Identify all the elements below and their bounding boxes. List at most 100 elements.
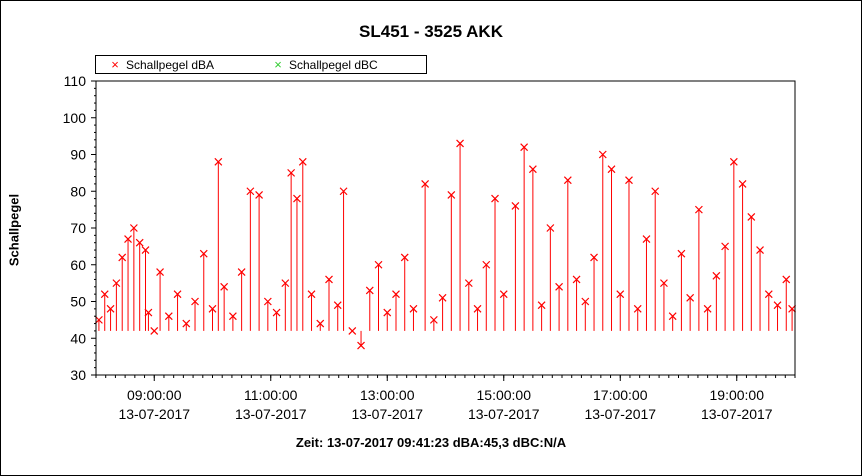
- data-point: [473, 304, 482, 313]
- x-tick-label-time: 15:00:00: [477, 387, 532, 403]
- data-point: [293, 194, 301, 203]
- data-point: [135, 238, 144, 247]
- legend-item-dba: × Schallpegel dBA: [108, 57, 214, 72]
- legend: × Schallpegel dBA × Schallpegel dBC: [95, 55, 427, 74]
- x-tick-label-date: 13-07-2017: [235, 406, 307, 422]
- data-point: [528, 165, 537, 174]
- data-point: [764, 290, 773, 299]
- data-point: [112, 279, 121, 288]
- data-point: [686, 293, 695, 302]
- data-point: [191, 297, 199, 306]
- data-point: [651, 187, 660, 196]
- data-point: [788, 304, 797, 313]
- data-point: [625, 176, 633, 185]
- data-point: [729, 157, 738, 166]
- data-point: [773, 301, 782, 310]
- x-tick-label-time: 19:00:00: [710, 387, 765, 403]
- data-point: [339, 187, 348, 196]
- chart-title: SL451 - 3525 AKK: [359, 22, 503, 41]
- x-tick-label-date: 13-07-2017: [351, 406, 423, 422]
- data-point: [660, 279, 668, 288]
- legend-label-dbc: Schallpegel dBC: [289, 58, 378, 72]
- data-point: [220, 282, 229, 291]
- data-point: [598, 150, 607, 159]
- data-point: [348, 326, 357, 335]
- data-point: [464, 279, 473, 288]
- data-point: [712, 271, 721, 280]
- data-point: [287, 168, 296, 177]
- data-point: [164, 312, 173, 321]
- data-point: [537, 301, 546, 310]
- data-point: [555, 282, 564, 291]
- data-point: [156, 268, 164, 277]
- legend-marker-dba: ×: [111, 57, 119, 72]
- x-tick-label-time: 13:00:00: [360, 387, 415, 403]
- data-point: [616, 290, 625, 299]
- data-point: [144, 308, 153, 317]
- y-tick-label: 40: [70, 330, 86, 346]
- series-0: [94, 139, 797, 350]
- data-point: [491, 194, 499, 203]
- data-point: [520, 143, 529, 152]
- y-tick-label: 90: [70, 147, 86, 163]
- data-point: [499, 290, 508, 299]
- data-point: [642, 235, 651, 243]
- data-point: [298, 157, 307, 166]
- data-point: [228, 312, 237, 321]
- y-tick-label: 70: [70, 220, 86, 236]
- data-point: [482, 260, 491, 269]
- data-point: [563, 176, 572, 185]
- data-point: [546, 224, 555, 232]
- data-point: [124, 235, 132, 243]
- y-tick-label: 60: [70, 257, 86, 273]
- data-point: [150, 326, 159, 335]
- chart-axes: 30 40 50 60 70 80 90 100 110 09:00:00 13-07-2017 11…: [63, 73, 796, 422]
- data-point: [357, 341, 365, 350]
- data-point: [738, 179, 747, 188]
- data-point: [782, 275, 791, 284]
- data-point: [129, 224, 138, 232]
- data-point: [703, 304, 712, 313]
- data-point: [456, 139, 464, 148]
- data-point: [383, 308, 392, 317]
- data-point: [365, 286, 374, 295]
- y-tick-label: 50: [70, 294, 86, 310]
- legend-marker-dbc: ×: [274, 57, 282, 72]
- data-point: [511, 202, 520, 210]
- data-point: [214, 157, 223, 166]
- data-point: [272, 308, 281, 317]
- data-point: [429, 315, 438, 324]
- data-point: [374, 260, 383, 269]
- data-point: [118, 253, 127, 262]
- data-point: [572, 275, 581, 284]
- y-tick-label: 30: [70, 367, 86, 383]
- status-line: Zeit: 13-07-2017 09:41:23 dBA:45,3 dBC:N…: [295, 435, 567, 450]
- data-point: [208, 304, 217, 313]
- data-point: [694, 205, 703, 214]
- data-point: [100, 290, 109, 299]
- data-point: [447, 191, 456, 199]
- data-point: [237, 268, 246, 277]
- data-point: [94, 315, 103, 324]
- data-point: [668, 312, 677, 321]
- y-tick-label: 80: [70, 183, 86, 199]
- data-point: [246, 187, 255, 196]
- y-tick-label: 110: [64, 73, 87, 89]
- data-point: [199, 249, 208, 258]
- data-point: [141, 246, 150, 254]
- data-point: [607, 165, 616, 174]
- data-point: [325, 275, 333, 284]
- x-tick-label-time: 09:00:00: [127, 387, 182, 403]
- data-point: [106, 304, 115, 313]
- legend-item-dbc: × Schallpegel dBC: [271, 57, 378, 72]
- data-point: [392, 290, 400, 299]
- data-point: [438, 293, 447, 302]
- data-point: [255, 191, 264, 199]
- data-point: [173, 290, 182, 299]
- x-tick-label-date: 13-07-2017: [468, 406, 540, 422]
- data-point: [307, 290, 316, 299]
- data-point: [721, 242, 730, 251]
- data-point: [409, 304, 418, 313]
- data-point: [677, 249, 686, 258]
